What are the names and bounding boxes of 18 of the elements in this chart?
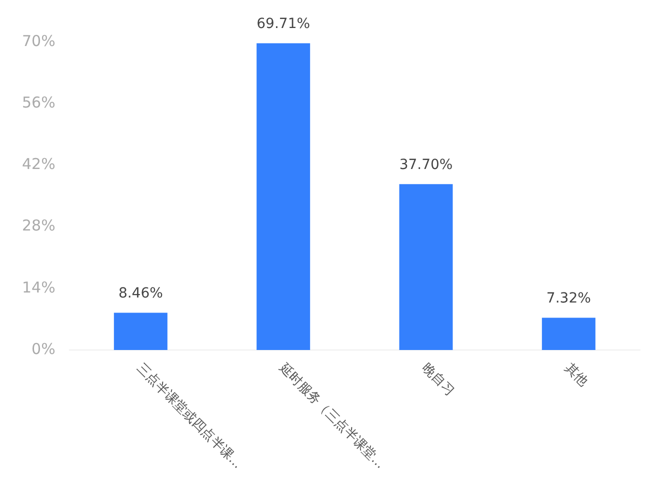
x-tick-label: 三点半课堂或四点半课... bbox=[133, 360, 245, 472]
data-label: 37.70% bbox=[399, 156, 453, 173]
bar bbox=[399, 184, 453, 350]
y-tick-label: 70% bbox=[22, 32, 56, 50]
data-label: 8.46% bbox=[118, 285, 163, 302]
y-tick-label: 56% bbox=[22, 93, 56, 112]
bar bbox=[542, 318, 596, 350]
bar bbox=[114, 312, 168, 350]
x-tick-label: 晚自习 bbox=[418, 360, 457, 399]
data-label: 69.71% bbox=[256, 16, 310, 32]
data-label: 7.32% bbox=[546, 290, 591, 306]
y-tick-label: 28% bbox=[22, 216, 56, 235]
x-tick-label: 其他 bbox=[561, 360, 590, 390]
x-tick-label: 延时服务（三点半课堂... bbox=[275, 360, 388, 472]
bar bbox=[256, 43, 310, 350]
y-tick-label: 14% bbox=[22, 278, 56, 296]
y-tick-label: 42% bbox=[22, 155, 56, 174]
y-tick-label: 0% bbox=[32, 340, 56, 358]
